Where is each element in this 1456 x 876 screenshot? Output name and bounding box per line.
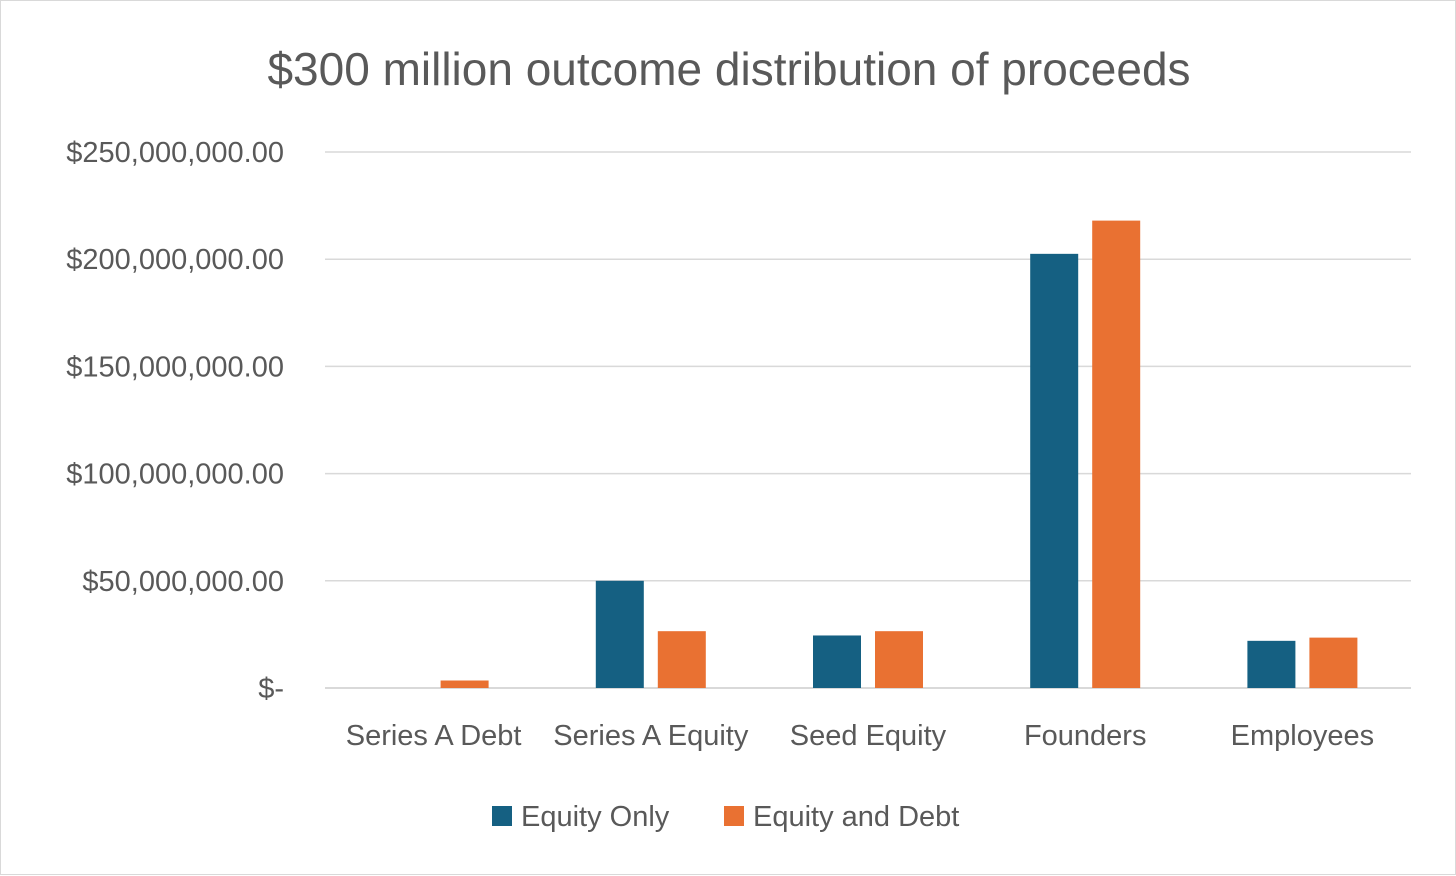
bar-equity-and-debt-employees <box>1309 637 1358 688</box>
chart-title: $300 million outcome distribution of pro… <box>267 43 1190 95</box>
y-tick-label: $200,000,000.00 <box>66 244 284 276</box>
y-tick-label: $50,000,000.00 <box>82 566 284 598</box>
y-tick-label: $250,000,000.00 <box>66 137 284 169</box>
legend-label: Equity and Debt <box>753 801 959 833</box>
gridlines <box>325 151 1411 689</box>
legend-label: Equity Only <box>521 801 670 833</box>
bars <box>440 220 1358 688</box>
x-category-label: Series A Debt <box>346 720 522 752</box>
bar-equity-and-debt-series-a-equity <box>657 631 706 688</box>
x-category-label: Seed Equity <box>790 720 947 752</box>
bar-equity-and-debt-series-a-debt <box>440 680 489 688</box>
legend-swatch <box>724 806 744 826</box>
legend-swatch <box>492 806 512 826</box>
x-category-label: Series A Equity <box>553 720 749 752</box>
x-axis-category-labels: Series A Debt Series A Equity Seed Equity F… <box>346 720 1374 752</box>
legend: Equity Only Equity and Debt <box>492 801 959 833</box>
y-axis-tick-labels: $- $50,000,000.00 $100,000,000.00 $150,000,… <box>66 137 284 705</box>
bar-equity-and-debt-founders <box>1092 220 1141 688</box>
bar-equity-and-debt-seed-equity <box>875 631 923 688</box>
x-category-label: Employees <box>1231 720 1374 752</box>
bar-equity-only-founders <box>1030 253 1079 688</box>
bar-equity-only-seed-equity <box>813 635 861 688</box>
y-tick-label: $100,000,000.00 <box>66 459 284 491</box>
y-tick-label: $- <box>258 673 284 705</box>
bar-equity-only-series-a-equity <box>595 580 644 688</box>
y-tick-label: $150,000,000.00 <box>66 351 284 383</box>
x-category-label: Founders <box>1024 720 1147 752</box>
bar-equity-only-employees <box>1247 640 1296 688</box>
